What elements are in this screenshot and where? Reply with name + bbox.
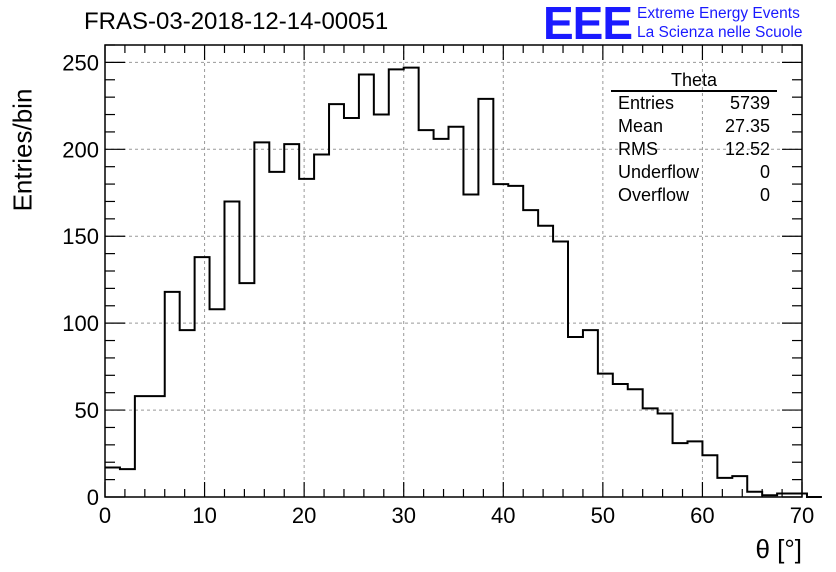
histogram-bin bbox=[538, 226, 553, 497]
eee-logo: EEE bbox=[543, 0, 633, 49]
histogram-bin bbox=[449, 127, 464, 497]
chart-title: FRAS-03-2018-12-14-00051 bbox=[84, 8, 389, 35]
stats-value: 0 bbox=[759, 185, 770, 205]
y-axis-label: Entries/bin bbox=[7, 88, 38, 212]
histogram-bin bbox=[687, 441, 702, 497]
histogram-bin bbox=[359, 75, 374, 497]
histogram-bin bbox=[643, 408, 658, 497]
logo-text: Extreme Energy Events La Scienza nelle S… bbox=[637, 4, 802, 42]
histogram-bin bbox=[732, 476, 747, 497]
stats-value: 12.52 bbox=[724, 139, 770, 159]
y-tick-label: 250 bbox=[62, 50, 99, 75]
x-tick-label: 70 bbox=[790, 503, 814, 528]
histogram-bin bbox=[105, 467, 120, 497]
histogram-bin bbox=[120, 469, 135, 497]
histogram-bin bbox=[195, 257, 210, 497]
histogram-bin bbox=[314, 155, 329, 497]
histogram-bin bbox=[702, 455, 717, 497]
stats-row-mean: Mean 27.35 bbox=[611, 115, 777, 138]
histogram-bin bbox=[404, 68, 419, 497]
histogram-bin bbox=[478, 99, 493, 497]
stats-label: Overflow bbox=[618, 185, 690, 205]
logo-line-2: La Scienza nelle Scuole bbox=[637, 24, 803, 41]
grid-lines bbox=[105, 45, 802, 497]
y-axis-label-wrap: Entries/bin bbox=[6, 89, 40, 212]
stats-row-overflow: Overflow 0 bbox=[611, 184, 777, 207]
stats-label: Entries bbox=[618, 93, 675, 113]
histogram-bin bbox=[165, 292, 180, 497]
histogram-bin bbox=[553, 241, 568, 497]
histogram-bin bbox=[493, 184, 508, 497]
tick-labels: 0 10 20 30 40 50 60 70 0 50 100 150 200 250 bbox=[62, 50, 814, 528]
histogram-bin bbox=[583, 330, 598, 497]
histogram-bin bbox=[389, 69, 404, 497]
y-tick-label: 0 bbox=[87, 485, 99, 510]
x-tick-label: 0 bbox=[99, 503, 111, 528]
histogram-bin bbox=[150, 396, 165, 497]
histogram-bin bbox=[344, 118, 359, 497]
stats-row-underflow: Underflow 0 bbox=[611, 161, 777, 184]
y-tick-label: 100 bbox=[62, 311, 99, 336]
stats-value: 27.35 bbox=[724, 116, 770, 136]
histogram-bin bbox=[658, 414, 673, 497]
histogram-bin bbox=[673, 443, 688, 497]
histogram-bin bbox=[299, 179, 314, 497]
histogram-bin bbox=[239, 283, 254, 497]
histogram-bin bbox=[463, 195, 478, 497]
histogram-bin bbox=[598, 374, 613, 497]
stats-title: Theta bbox=[611, 70, 777, 92]
logo-line-1: Extreme Energy Events bbox=[637, 5, 800, 22]
histogram-bin bbox=[329, 104, 344, 497]
y-tick-label: 50 bbox=[75, 398, 99, 423]
x-tick-label: 20 bbox=[292, 503, 316, 528]
stats-label: RMS bbox=[618, 139, 658, 159]
histogram-bin bbox=[434, 139, 449, 497]
x-tick-label: 30 bbox=[391, 503, 415, 528]
histogram-bin bbox=[419, 130, 434, 497]
stats-value: 0 bbox=[759, 162, 770, 182]
histogram-bin bbox=[613, 384, 628, 497]
stats-row-rms: RMS 12.52 bbox=[611, 138, 777, 161]
stats-box: Theta Entries 5739 Mean 27.35 RMS 12.52 … bbox=[611, 70, 777, 207]
x-tick-label: 60 bbox=[690, 503, 714, 528]
histogram-bars bbox=[105, 66, 822, 498]
histogram-bin bbox=[224, 201, 239, 497]
stats-label: Underflow bbox=[618, 162, 700, 182]
histogram-bin bbox=[523, 210, 538, 497]
histogram-bin bbox=[210, 309, 225, 497]
histogram-bin bbox=[269, 172, 284, 497]
x-tick-label: 50 bbox=[591, 503, 615, 528]
axes bbox=[104, 44, 803, 498]
stats-row-entries: Entries 5739 bbox=[611, 92, 777, 115]
histogram-bin bbox=[254, 142, 269, 497]
stats-value: 5739 bbox=[729, 93, 770, 113]
x-tick-label: 10 bbox=[192, 503, 216, 528]
x-tick-label: 40 bbox=[491, 503, 515, 528]
histogram-bin bbox=[717, 478, 732, 497]
x-axis-label: θ [°] bbox=[755, 534, 802, 564]
y-tick-label: 200 bbox=[62, 137, 99, 162]
histogram-bin bbox=[628, 389, 643, 497]
stats-label: Mean bbox=[618, 116, 664, 136]
histogram-bin bbox=[135, 396, 150, 497]
y-tick-label: 150 bbox=[62, 224, 99, 249]
histogram-bin bbox=[284, 144, 299, 497]
histogram-bin bbox=[180, 330, 195, 497]
histogram-bin bbox=[568, 337, 583, 497]
histogram-bin bbox=[374, 115, 389, 497]
histogram-bin bbox=[508, 186, 523, 497]
histogram-outline bbox=[105, 66, 822, 498]
